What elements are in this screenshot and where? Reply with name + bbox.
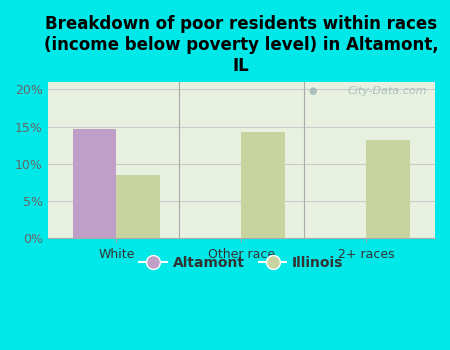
Bar xyxy=(117,175,160,238)
Title: Breakdown of poor residents within races
(income below poverty level) in Altamon: Breakdown of poor residents within races… xyxy=(44,15,439,75)
Bar xyxy=(366,140,410,238)
Bar xyxy=(241,132,285,238)
Bar xyxy=(73,129,117,238)
Legend: Altamont, Illinois: Altamont, Illinois xyxy=(134,250,349,275)
Text: City-Data.com: City-Data.com xyxy=(348,86,427,96)
Text: ●: ● xyxy=(308,86,317,96)
